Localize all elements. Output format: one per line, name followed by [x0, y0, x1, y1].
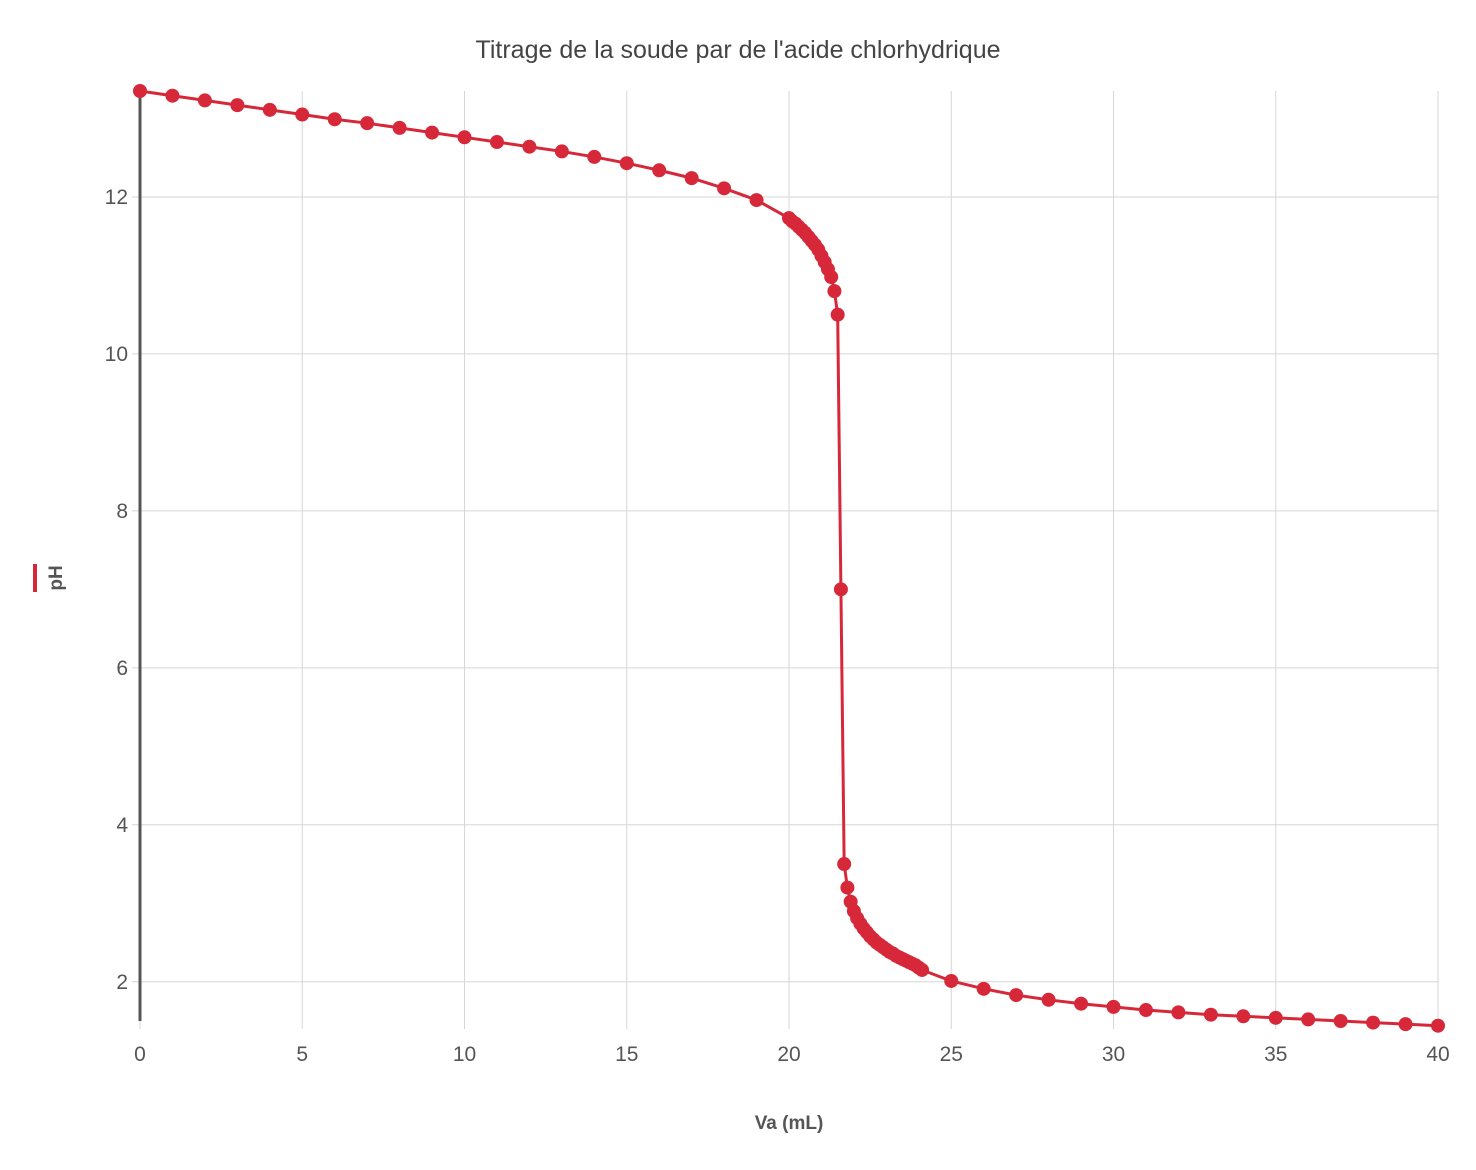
data-point[interactable]	[489, 135, 504, 150]
x-tick-label: 35	[1264, 1043, 1287, 1066]
grid	[132, 91, 1439, 1029]
data-point[interactable]	[522, 139, 537, 154]
data-point[interactable]	[554, 144, 569, 159]
y-tick-label: 10	[105, 343, 128, 366]
x-tick-label: 10	[453, 1043, 476, 1066]
data-point[interactable]	[840, 880, 855, 895]
x-tick-label: 40	[1426, 1043, 1449, 1066]
data-point[interactable]	[360, 116, 375, 131]
data-point[interactable]	[1398, 1017, 1413, 1032]
x-tick-label: 20	[777, 1043, 800, 1066]
data-point[interactable]	[1074, 996, 1089, 1011]
data-point[interactable]	[197, 93, 212, 108]
data-point[interactable]	[295, 107, 310, 122]
data-point[interactable]	[1366, 1015, 1381, 1030]
data-point[interactable]	[833, 582, 848, 597]
data-point[interactable]	[165, 88, 180, 103]
data-point[interactable]	[457, 130, 472, 145]
data-point[interactable]	[1236, 1009, 1251, 1024]
y-tick-label: 6	[116, 657, 128, 680]
data-point[interactable]	[837, 857, 852, 872]
chart-title: Titrage de la soude par de l'acide chlor…	[476, 36, 1001, 64]
data-point[interactable]	[133, 84, 147, 98]
x-tick-label: 15	[615, 1043, 638, 1066]
data-point[interactable]	[1009, 988, 1024, 1003]
data-point[interactable]	[392, 120, 407, 135]
data-point[interactable]	[1138, 1003, 1153, 1018]
x-tick-label: 5	[296, 1043, 308, 1066]
data-point[interactable]	[684, 171, 699, 186]
y-tick-label: 4	[116, 814, 128, 837]
y-tick-label: 2	[116, 971, 128, 994]
data-point[interactable]	[827, 284, 842, 299]
tick-labels: 0 5 10 15 20 25 30 35 40 2 4 6 8 10 12	[105, 186, 1450, 1066]
x-tick-label: 25	[940, 1043, 963, 1066]
data-point[interactable]	[944, 973, 959, 988]
data-point[interactable]	[230, 98, 245, 113]
data-point[interactable]	[830, 307, 845, 322]
data-point[interactable]	[824, 270, 839, 284]
y-tick-label: 12	[105, 186, 128, 209]
data-point[interactable]	[327, 112, 342, 127]
data-point[interactable]	[749, 193, 764, 208]
data-point[interactable]	[915, 962, 930, 977]
data-point[interactable]	[1106, 999, 1121, 1014]
series-ph	[133, 84, 1445, 1033]
y-axis-legend-marker	[33, 564, 37, 592]
x-tick-label: 30	[1102, 1043, 1125, 1066]
data-point[interactable]	[262, 102, 277, 117]
data-point[interactable]	[1301, 1012, 1316, 1027]
y-tick-label: 8	[116, 500, 128, 523]
data-point[interactable]	[1203, 1007, 1218, 1022]
data-point[interactable]	[1268, 1010, 1283, 1025]
data-point[interactable]	[1333, 1014, 1348, 1028]
data-point[interactable]	[619, 156, 634, 171]
x-axis-title: Va (mL)	[755, 1113, 824, 1134]
data-point[interactable]	[652, 163, 667, 178]
data-point[interactable]	[1171, 1005, 1186, 1020]
y-axis-title: pH	[46, 565, 67, 590]
x-tick-label: 0	[134, 1043, 146, 1066]
data-point[interactable]	[1431, 1018, 1445, 1033]
data-point[interactable]	[976, 981, 991, 996]
data-point[interactable]	[1041, 992, 1056, 1007]
data-point[interactable]	[587, 149, 602, 164]
data-point[interactable]	[425, 125, 440, 140]
data-point[interactable]	[717, 181, 732, 196]
